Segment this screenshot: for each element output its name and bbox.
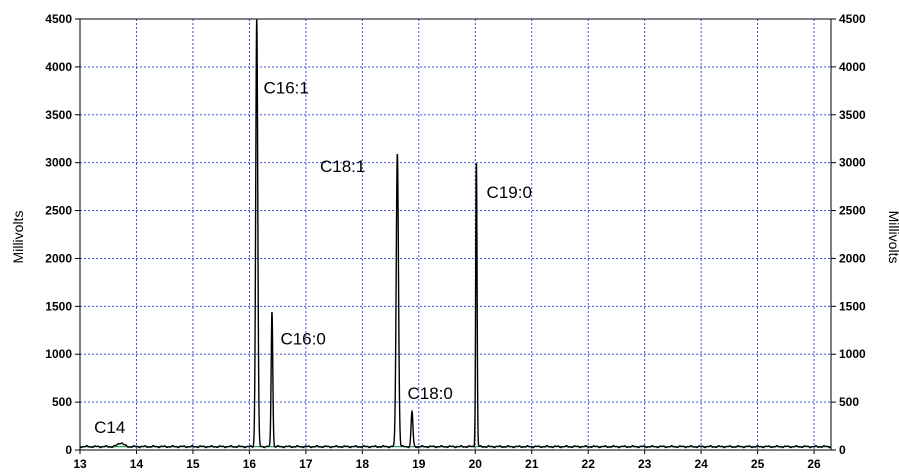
trace-layer	[79, 19, 832, 449]
y-tick-label-right: 500	[839, 395, 859, 409]
y-tick-label: 4500	[45, 12, 72, 26]
y-tick-label: 1000	[45, 347, 72, 361]
x-tick-label: 21	[525, 457, 539, 471]
peak-label: C14	[94, 418, 125, 437]
peak-label: C16:0	[280, 330, 325, 349]
y-axis-title-left: Millivolts	[10, 211, 26, 264]
y-tick-label-right: 2500	[839, 204, 866, 218]
y-tick-label: 0	[65, 443, 72, 457]
y-tick-label-right: 0	[839, 443, 846, 457]
y-tick-labels-right: 0 500 1000 1500 2000 2500 3000 3500 4000 4500	[839, 12, 866, 457]
y-tick-label: 3000	[45, 156, 72, 170]
x-tick-labels: 13 14 15 16 17 18 19 20 21 22 23 24 25 26	[73, 457, 821, 471]
y-tick-label-right: 1000	[839, 347, 866, 361]
x-tick-label: 25	[751, 457, 765, 471]
y-tick-labels-left: 0 500 1000 1500 2000 2500 3000 3500 4000 4500	[45, 12, 72, 457]
x-tick-label: 26	[807, 457, 821, 471]
y-tick-label-right: 4500	[839, 12, 866, 26]
peak-label: C18:0	[408, 384, 453, 403]
y-tick-label-right: 4000	[839, 60, 866, 74]
x-tick-label: 13	[73, 457, 87, 471]
y-tick-label: 4000	[45, 60, 72, 74]
plot-frame	[79, 18, 832, 451]
x-tick-label: 14	[130, 457, 144, 471]
grid-layer	[75, 18, 836, 454]
x-tick-label: 17	[299, 457, 313, 471]
peak-label: C18:1	[320, 157, 365, 176]
x-tick-label: 18	[356, 457, 370, 471]
y-tick-label: 2500	[45, 204, 72, 218]
y-tick-label: 3500	[45, 108, 72, 122]
y-tick-label-right: 3000	[839, 156, 866, 170]
x-tick-label: 22	[582, 457, 596, 471]
peak-label: C16:1	[264, 79, 309, 98]
y-tick-label-right: 3500	[839, 108, 866, 122]
y-tick-label: 2000	[45, 251, 72, 265]
chromatogram-trace	[79, 19, 832, 449]
x-tick-label: 20	[469, 457, 483, 471]
y-tick-label-right: 1500	[839, 299, 866, 313]
y-tick-label: 500	[52, 395, 72, 409]
y-tick-label-right: 2000	[839, 251, 866, 265]
x-tick-label: 15	[186, 457, 200, 471]
y-axis-title-right: Millivolts	[886, 211, 899, 264]
y-tick-label: 1500	[45, 299, 72, 313]
x-tick-label: 23	[638, 457, 652, 471]
peak-labels: C14 C16:1 C16:0 C18:1 C18:0 C19:0	[94, 79, 532, 437]
x-tick-label: 19	[412, 457, 426, 471]
x-tick-label: 24	[694, 457, 708, 471]
peak-label: C19:0	[487, 183, 532, 202]
x-tick-label: 16	[243, 457, 257, 471]
